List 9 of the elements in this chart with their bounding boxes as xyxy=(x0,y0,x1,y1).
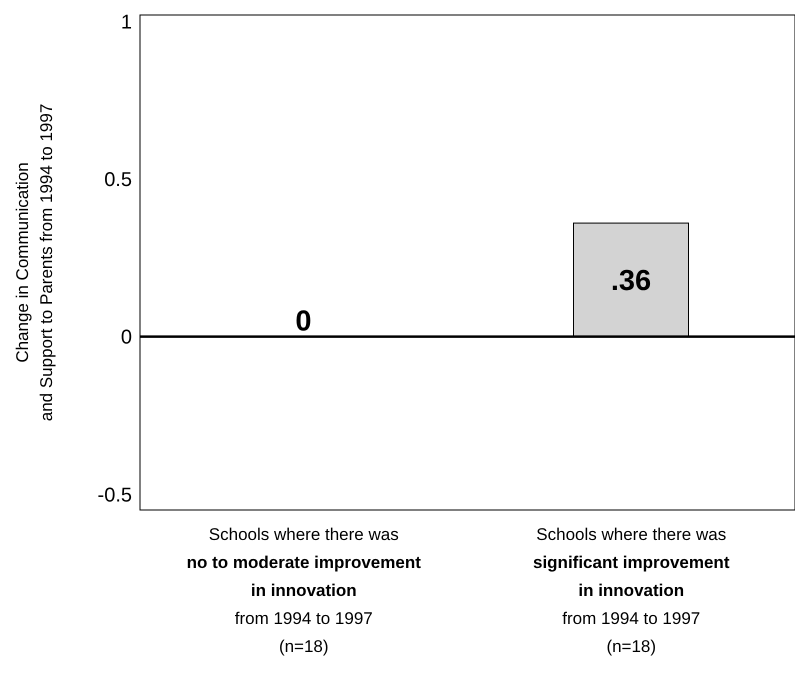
y-tick-label: 0.5 xyxy=(104,169,132,192)
y-tick-label: 0 xyxy=(120,326,132,349)
x-tick-label: Schools where there was no to moderate improvement in innovation from 1994 to 1997 (n=18) xyxy=(186,525,422,656)
data-label: .36 xyxy=(610,264,652,297)
y-axis-title: Change in Communication and Support to Parents from 1994 to 1997 xyxy=(13,104,56,422)
y-tick-label: -0.5 xyxy=(98,484,132,506)
x-tick-label: Schools where there was significant improvement in innovation from 1994 to 1997 (n=18) xyxy=(533,525,730,656)
data-label: 0 xyxy=(295,306,312,338)
y-tick-label: 1 xyxy=(120,11,132,34)
